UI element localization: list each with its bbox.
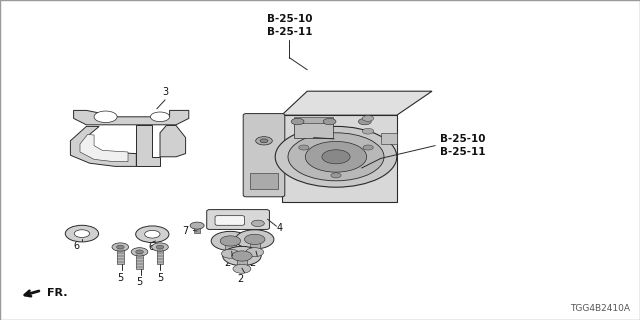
Text: 1: 1 xyxy=(330,133,337,143)
Circle shape xyxy=(116,245,124,249)
Circle shape xyxy=(256,137,273,145)
Circle shape xyxy=(223,246,261,266)
Text: 2: 2 xyxy=(237,274,244,284)
Circle shape xyxy=(252,220,264,227)
Text: 2: 2 xyxy=(225,258,231,268)
Circle shape xyxy=(150,112,170,122)
Bar xyxy=(225,241,236,254)
FancyBboxPatch shape xyxy=(243,114,285,197)
Circle shape xyxy=(246,248,264,257)
Bar xyxy=(157,247,163,264)
Circle shape xyxy=(362,116,374,121)
Circle shape xyxy=(291,118,304,125)
Text: 5: 5 xyxy=(136,277,143,287)
Circle shape xyxy=(305,141,367,172)
Circle shape xyxy=(322,150,350,164)
Circle shape xyxy=(94,111,117,123)
Bar xyxy=(136,252,143,269)
FancyBboxPatch shape xyxy=(215,216,244,225)
Circle shape xyxy=(190,222,204,229)
Text: 3: 3 xyxy=(162,87,168,97)
Bar xyxy=(294,122,333,138)
Polygon shape xyxy=(136,125,160,166)
Circle shape xyxy=(145,230,160,238)
Text: 6: 6 xyxy=(148,242,154,252)
Circle shape xyxy=(74,230,90,237)
Circle shape xyxy=(221,249,239,258)
Circle shape xyxy=(131,248,148,256)
Polygon shape xyxy=(74,110,189,125)
Circle shape xyxy=(323,118,336,125)
Text: TGG4B2410A: TGG4B2410A xyxy=(570,304,630,313)
Circle shape xyxy=(299,145,309,150)
Bar xyxy=(237,256,247,269)
Bar xyxy=(246,115,282,195)
Text: 6: 6 xyxy=(74,241,80,251)
Circle shape xyxy=(152,243,168,251)
Text: FR.: FR. xyxy=(47,288,67,299)
Bar xyxy=(250,173,278,189)
Text: B-25-10
B-25-11: B-25-10 B-25-11 xyxy=(266,14,312,37)
Text: 4: 4 xyxy=(276,223,283,233)
Circle shape xyxy=(112,243,129,251)
Circle shape xyxy=(363,145,373,150)
Circle shape xyxy=(288,133,384,181)
Circle shape xyxy=(136,250,143,254)
Circle shape xyxy=(136,226,169,243)
Polygon shape xyxy=(80,134,128,162)
FancyBboxPatch shape xyxy=(207,210,269,229)
Circle shape xyxy=(211,231,250,251)
Bar xyxy=(381,133,397,144)
Text: 5: 5 xyxy=(157,273,163,283)
Circle shape xyxy=(275,126,397,187)
Circle shape xyxy=(233,264,251,273)
Text: B-25-10
B-25-11: B-25-10 B-25-11 xyxy=(440,134,486,157)
Bar xyxy=(282,115,397,202)
Bar xyxy=(194,226,200,233)
Bar xyxy=(117,247,124,264)
Circle shape xyxy=(244,234,265,244)
Circle shape xyxy=(220,236,241,246)
Bar xyxy=(250,239,260,252)
Circle shape xyxy=(331,173,341,178)
Text: 5: 5 xyxy=(117,273,124,283)
Circle shape xyxy=(236,230,274,249)
Circle shape xyxy=(358,118,371,125)
Text: 7: 7 xyxy=(182,226,189,236)
Bar xyxy=(294,117,333,123)
Circle shape xyxy=(156,245,164,249)
Polygon shape xyxy=(70,126,136,166)
Polygon shape xyxy=(282,91,432,115)
Circle shape xyxy=(232,251,252,261)
Circle shape xyxy=(260,139,268,143)
Text: 2: 2 xyxy=(250,258,256,268)
Circle shape xyxy=(65,225,99,242)
Circle shape xyxy=(362,128,374,134)
Polygon shape xyxy=(160,125,186,157)
